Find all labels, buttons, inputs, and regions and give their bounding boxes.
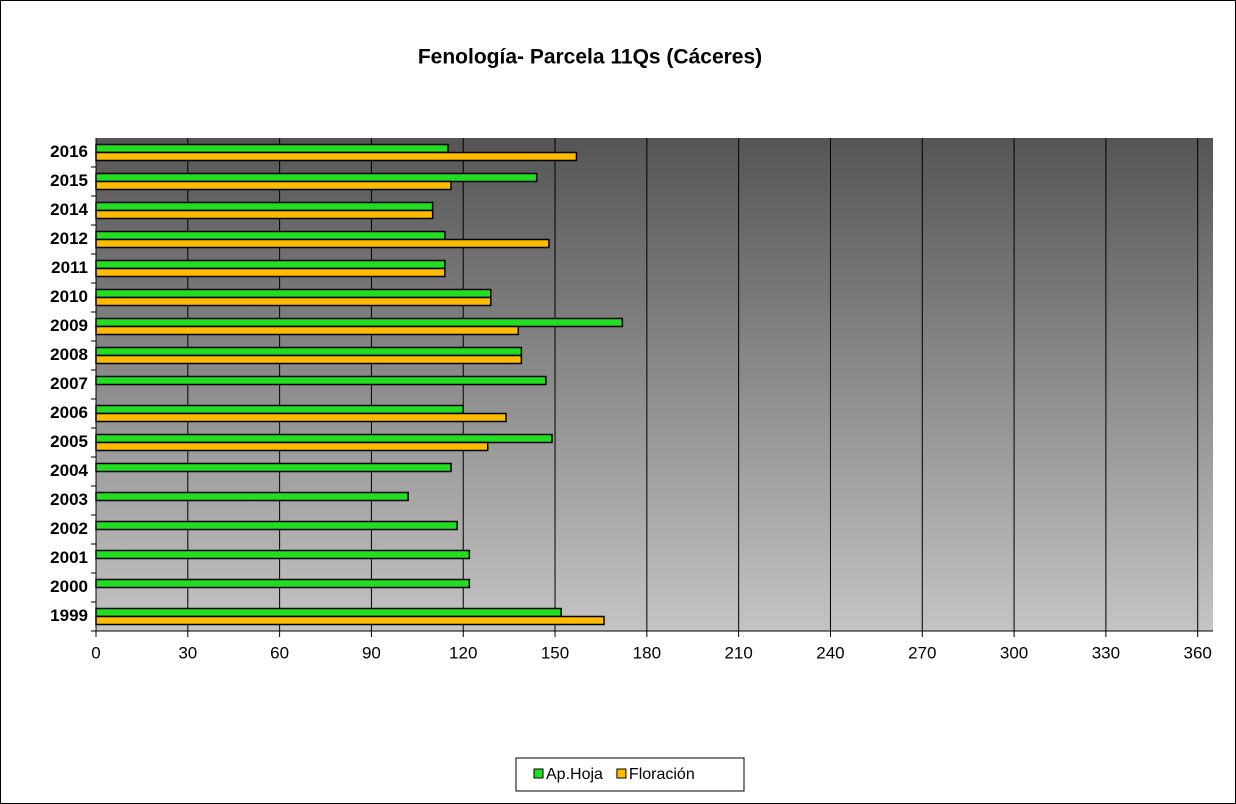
bar [95, 607, 562, 618]
x-tick-label: 240 [816, 643, 844, 662]
y-tick-label: 2003 [50, 490, 88, 509]
y-tick-label: 2004 [50, 461, 88, 480]
bar [95, 404, 464, 415]
bar [95, 615, 605, 626]
bar [95, 491, 409, 502]
bar [95, 151, 578, 162]
y-tick-label: 2012 [50, 229, 88, 248]
bar [95, 578, 471, 589]
legend-box [515, 757, 745, 792]
bar [95, 209, 434, 220]
y-tick-label: 2009 [50, 316, 88, 335]
x-tick-label: 0 [91, 643, 100, 662]
legend-swatch [616, 768, 627, 779]
y-tick-label: 2011 [51, 258, 88, 277]
bar [95, 346, 523, 357]
bar [95, 462, 452, 473]
bar [95, 180, 452, 191]
bar [95, 288, 492, 299]
bar [95, 238, 550, 249]
y-tick-label: 2015 [50, 171, 88, 190]
y-tick-label: 2000 [50, 577, 88, 596]
bar [95, 354, 523, 365]
y-tick-label: 2014 [50, 200, 88, 219]
y-tick-label: 2016 [50, 142, 88, 161]
x-tick-label: 120 [449, 643, 477, 662]
bar [95, 441, 489, 452]
bar [95, 267, 446, 278]
x-tick-label: 210 [724, 643, 752, 662]
bar [95, 549, 471, 560]
x-tick-label: 270 [908, 643, 936, 662]
x-tick-label: 330 [1092, 643, 1120, 662]
bar [95, 201, 434, 212]
legend: Ap.Hoja Floración [515, 757, 745, 792]
legend-label: Floración [629, 766, 695, 783]
bar [95, 433, 553, 444]
bar [95, 375, 547, 386]
x-tick-label: 30 [178, 643, 197, 662]
chart-title: Fenología- Parcela 11Qs (Cáceres) [418, 46, 762, 69]
x-tick-label: 60 [270, 643, 289, 662]
bar [95, 143, 449, 154]
y-tick-label: 2008 [50, 345, 88, 364]
y-tick-label: 2010 [50, 287, 88, 306]
bar [95, 259, 446, 270]
y-tick-label: 2006 [50, 403, 88, 422]
bar [95, 296, 492, 307]
x-tick-label: 300 [1000, 643, 1028, 662]
y-tick-label: 2002 [50, 519, 88, 538]
y-tick-label: 1999 [50, 606, 88, 625]
y-tick-label: 2007 [50, 374, 88, 393]
y-tick-label: 2005 [50, 432, 88, 451]
bar [95, 230, 446, 241]
x-tick-label: 90 [362, 643, 381, 662]
y-tick-label: 2001 [50, 548, 88, 567]
bar [95, 412, 507, 423]
x-tick-label: 180 [633, 643, 661, 662]
bar [95, 317, 624, 328]
bar [95, 325, 520, 336]
x-tick-label: 360 [1184, 643, 1212, 662]
x-tick-label: 150 [541, 643, 569, 662]
legend-label: Ap.Hoja [546, 766, 603, 783]
bar [95, 172, 538, 183]
legend-swatch [533, 768, 544, 779]
bar [95, 520, 458, 531]
